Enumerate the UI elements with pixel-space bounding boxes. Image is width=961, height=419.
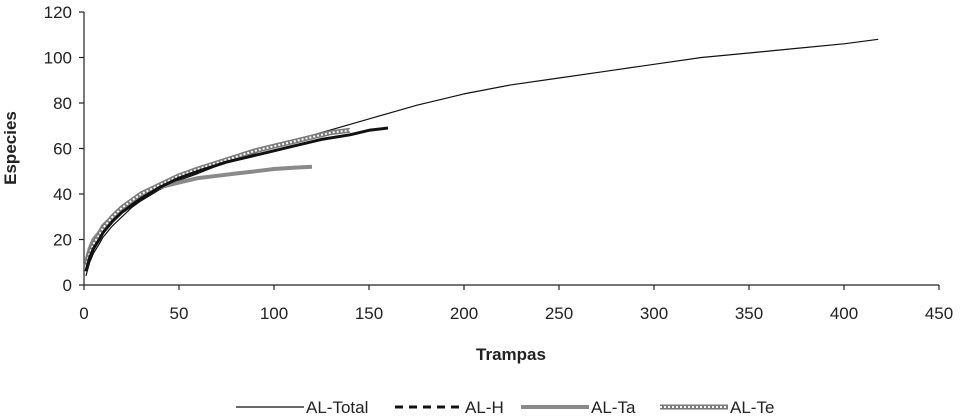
series-line-al-h xyxy=(84,126,389,272)
x-tick-label: 350 xyxy=(735,304,763,323)
legend-label-al-te: AL-Te xyxy=(730,398,774,417)
legend: AL-Total AL-H AL-Ta AL-Te xyxy=(236,398,774,417)
x-axis-title: Trampas xyxy=(476,345,546,364)
y-tick-label: 120 xyxy=(44,3,72,22)
x-tick-label: 450 xyxy=(925,304,953,323)
x-tick-label: 100 xyxy=(260,304,288,323)
x-tick-label: 300 xyxy=(640,304,668,323)
y-tick-label: 40 xyxy=(53,185,72,204)
series-line-al-te xyxy=(83,127,351,268)
x-tick-label: 50 xyxy=(170,304,189,323)
legend-label-al-h: AL-H xyxy=(465,398,504,417)
y-tick-label: 20 xyxy=(53,231,72,250)
x-tick-label: 400 xyxy=(830,304,858,323)
series-lines xyxy=(83,38,879,277)
series-line-al-te-pattern xyxy=(84,129,351,268)
x-tick-label: 0 xyxy=(79,304,88,323)
y-tick-label: 0 xyxy=(63,276,72,295)
legend-label-al-total: AL-Total xyxy=(306,398,368,417)
x-tick-label: 250 xyxy=(545,304,573,323)
y-tick-label: 80 xyxy=(53,94,72,113)
x-tick-label: 150 xyxy=(355,304,383,323)
y-tick-label: 60 xyxy=(53,140,72,159)
y-tick-label: 100 xyxy=(44,49,72,68)
y-axis-title: Especies xyxy=(1,111,20,185)
legend-label-al-ta: AL-Ta xyxy=(591,398,636,417)
series-line-al-total xyxy=(85,38,879,277)
x-tick-label: 200 xyxy=(450,304,478,323)
axes: 0 20 40 60 80 100 120 0 50 100 150 200 250 300 350 400 4… xyxy=(44,3,954,323)
